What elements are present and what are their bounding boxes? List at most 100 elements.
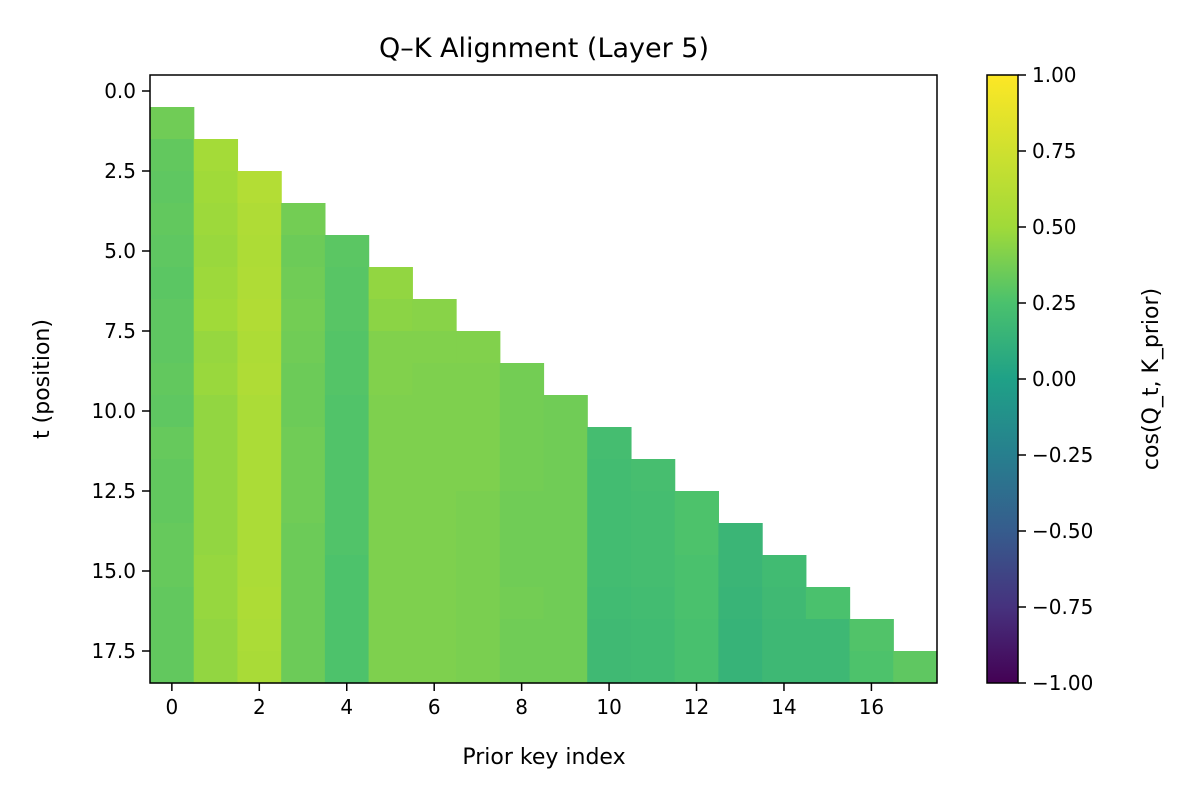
heatmap-cell bbox=[193, 267, 239, 300]
heatmap-cell bbox=[718, 587, 763, 620]
heatmap-cell bbox=[193, 395, 239, 428]
heatmap-cell bbox=[281, 395, 326, 428]
y-tick-label: 12.5 bbox=[91, 479, 136, 503]
heatmap-cell bbox=[412, 395, 457, 428]
y-tick-label: 17.5 bbox=[91, 639, 136, 663]
heatmap-cell bbox=[193, 619, 239, 652]
heatmap-cell bbox=[587, 491, 632, 524]
heatmap-cell bbox=[456, 395, 501, 428]
heatmap-cell bbox=[543, 619, 588, 652]
heatmap-cell bbox=[150, 203, 195, 236]
heatmap-cell bbox=[237, 171, 282, 204]
x-tick-label: 4 bbox=[340, 695, 353, 719]
heatmap-cell bbox=[587, 523, 632, 556]
heatmap-cell bbox=[150, 267, 195, 300]
heatmap-cell bbox=[193, 363, 239, 396]
x-axis: 0 2 4 6 8 10 12 14 16 bbox=[165, 683, 884, 719]
heatmap-cell bbox=[543, 587, 588, 620]
heatmap-cell bbox=[150, 619, 195, 652]
heatmap-cell bbox=[193, 299, 239, 332]
heatmap-cell bbox=[368, 523, 413, 556]
heatmap-cell bbox=[150, 171, 195, 204]
heatmap-cell bbox=[324, 363, 370, 396]
heatmap-cell bbox=[543, 427, 588, 460]
colorbar-tick-label: −1.00 bbox=[1032, 671, 1093, 695]
heatmap-cell bbox=[849, 651, 894, 684]
heatmap-cell bbox=[412, 651, 457, 684]
x-tick-label: 14 bbox=[771, 695, 796, 719]
heatmap-cell bbox=[674, 555, 719, 588]
heatmap-cell bbox=[368, 555, 413, 588]
heatmap-cell bbox=[456, 363, 501, 396]
heatmap-cell bbox=[499, 523, 545, 556]
heatmap-cell bbox=[762, 587, 807, 620]
heatmap-cell bbox=[412, 587, 457, 620]
heatmap-cell bbox=[674, 523, 719, 556]
heatmap-cell bbox=[150, 395, 195, 428]
heatmap-cell bbox=[150, 459, 195, 492]
heatmap-cell bbox=[324, 459, 370, 492]
y-tick-label: 2.5 bbox=[104, 159, 136, 183]
heatmap-cell bbox=[630, 619, 676, 652]
heatmap-cell bbox=[324, 299, 370, 332]
x-tick-label: 0 bbox=[165, 695, 178, 719]
heatmap-cell bbox=[499, 555, 545, 588]
heatmap-cell bbox=[237, 331, 282, 364]
heatmap-cell bbox=[193, 203, 239, 236]
y-tick-label: 7.5 bbox=[104, 319, 136, 343]
heatmap-cell bbox=[281, 203, 326, 236]
heatmap-cell bbox=[150, 235, 195, 268]
heatmap-cell bbox=[543, 651, 588, 684]
heatmap-cell bbox=[281, 363, 326, 396]
x-axis-label: Prior key index bbox=[462, 745, 625, 770]
heatmap-cell bbox=[674, 491, 719, 524]
heatmap-cell bbox=[237, 267, 282, 300]
heatmap-cell bbox=[630, 491, 676, 524]
heatmap-cell bbox=[368, 619, 413, 652]
heatmap-cell bbox=[718, 555, 763, 588]
heatmap-cell bbox=[412, 427, 457, 460]
colorbar-tick-label: 0.75 bbox=[1032, 139, 1077, 163]
heatmap-cell bbox=[237, 555, 282, 588]
heatmap-cell bbox=[368, 427, 413, 460]
heatmap-cell bbox=[324, 619, 370, 652]
colorbar-tick-label: 1.00 bbox=[1032, 63, 1077, 87]
heatmap-cell bbox=[237, 587, 282, 620]
heatmap-cell bbox=[237, 651, 282, 684]
heatmap-cell bbox=[193, 235, 239, 268]
heatmap-cell bbox=[150, 427, 195, 460]
colorbar-tick-label: −0.50 bbox=[1032, 519, 1093, 543]
heatmap-cell bbox=[499, 395, 545, 428]
heatmap-cell bbox=[368, 587, 413, 620]
heatmap-cell bbox=[237, 299, 282, 332]
y-tick-label: 5.0 bbox=[104, 239, 136, 263]
colorbar-label: cos(Q_t, K_prior) bbox=[1139, 288, 1164, 470]
heatmap-cell bbox=[762, 651, 807, 684]
heatmap-cell bbox=[587, 555, 632, 588]
heatmap-cell bbox=[456, 427, 501, 460]
heatmap-cell bbox=[281, 427, 326, 460]
heatmap-cell bbox=[150, 491, 195, 524]
heatmap-cell bbox=[281, 619, 326, 652]
heatmap-cell bbox=[193, 587, 239, 620]
heatmap-cell bbox=[718, 619, 763, 652]
heatmap-cell bbox=[718, 523, 763, 556]
heatmap-cell bbox=[456, 619, 501, 652]
y-tick-label: 0.0 bbox=[104, 79, 136, 103]
heatmap-cell bbox=[324, 491, 370, 524]
heatmap-cell bbox=[281, 523, 326, 556]
heatmap-cell bbox=[150, 107, 195, 140]
heatmap-cell bbox=[368, 491, 413, 524]
heatmap-cell bbox=[237, 459, 282, 492]
heatmap-cell bbox=[150, 587, 195, 620]
heatmap-cell bbox=[805, 587, 851, 620]
heatmap-cell bbox=[368, 459, 413, 492]
heatmap-cell bbox=[674, 651, 719, 684]
heatmap-cell bbox=[281, 555, 326, 588]
heatmap-cell bbox=[456, 587, 501, 620]
heatmap-cell bbox=[193, 523, 239, 556]
heatmap-cell bbox=[587, 651, 632, 684]
heatmap-cell bbox=[368, 651, 413, 684]
heatmap-cell bbox=[630, 587, 676, 620]
